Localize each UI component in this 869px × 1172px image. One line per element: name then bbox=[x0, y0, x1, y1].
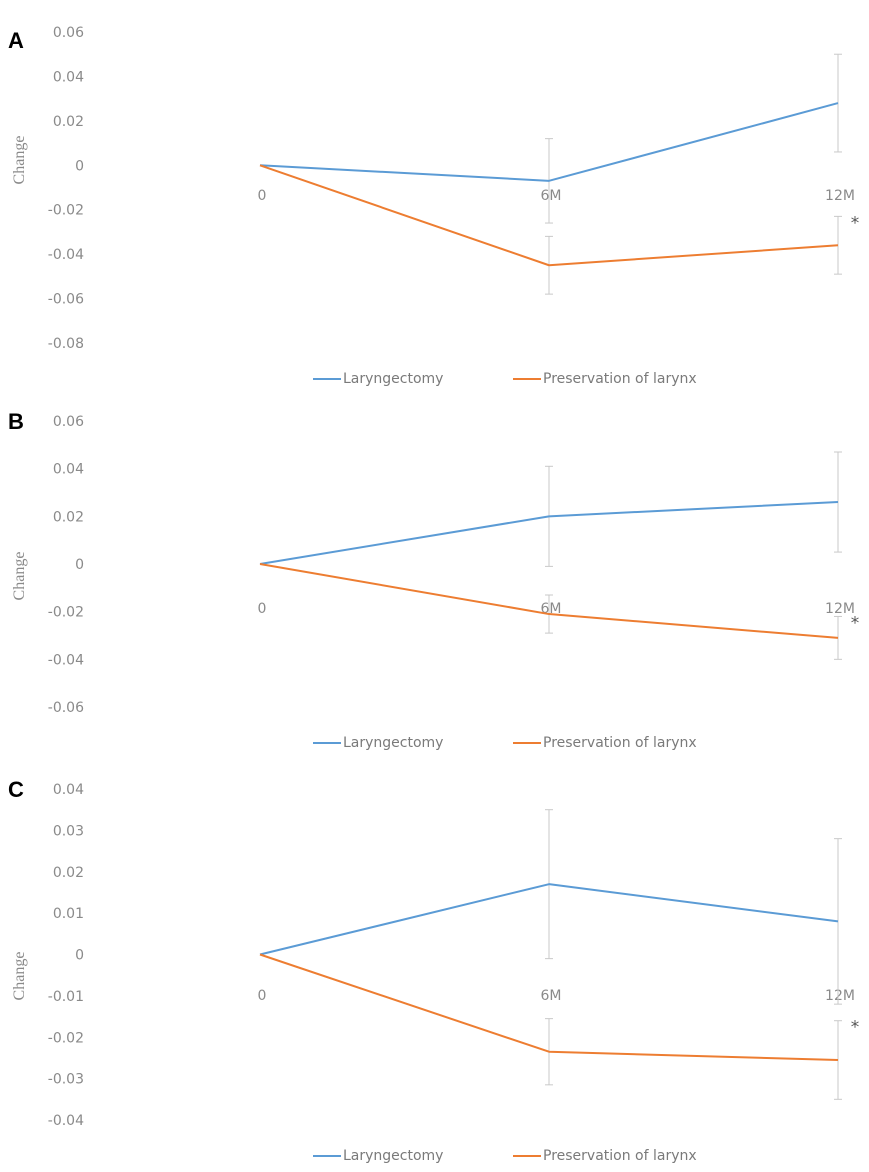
y-tick-label: -0.03 bbox=[48, 1072, 84, 1088]
y-tick-label: -0.06 bbox=[48, 292, 84, 308]
panel-c: C 0.04 0.03 0.02 0.01 0 -0.01 -0.02 -0.03 -0.04 Ch… bbox=[8, 777, 859, 1164]
significance-star: * bbox=[851, 1018, 860, 1038]
y-tick-label: 0.04 bbox=[53, 782, 84, 798]
y-tick-label: 0.03 bbox=[53, 823, 84, 839]
x-category-label: 12M bbox=[825, 988, 855, 1004]
y-tick-label: -0.02 bbox=[48, 203, 84, 219]
legend: Laryngectomy Preservation of larynx bbox=[313, 735, 697, 751]
x-category-label: 0 bbox=[258, 188, 267, 204]
y-tick-label: 0.02 bbox=[53, 114, 84, 130]
series-line-laryngectomy bbox=[259, 501, 839, 565]
legend-label: Laryngectomy bbox=[343, 735, 443, 751]
series-line-preservation-of-larynx bbox=[259, 164, 839, 267]
y-tick-label: 0.06 bbox=[53, 25, 84, 41]
y-tick-label: 0.02 bbox=[53, 509, 84, 525]
y-axis-label: Change bbox=[11, 552, 28, 601]
legend-label: Preservation of larynx bbox=[543, 371, 697, 387]
panel-letter: B bbox=[8, 409, 24, 434]
y-tick-label: 0.02 bbox=[53, 865, 84, 881]
y-tick-label: 0.04 bbox=[53, 462, 84, 478]
significance-star: * bbox=[851, 613, 860, 633]
y-tick-label: -0.04 bbox=[48, 247, 84, 263]
panel-letter: C bbox=[8, 777, 24, 802]
y-tick-label: 0.01 bbox=[53, 906, 84, 922]
y-tick-label: -0.08 bbox=[48, 336, 84, 352]
y-tick-label: -0.06 bbox=[48, 700, 84, 716]
y-axis-label: Change bbox=[11, 136, 28, 185]
panel-letter: A bbox=[8, 28, 24, 53]
panel-a: A 0.06 0.04 0.02 0 -0.02 -0.04 -0.06 -0.08 Change… bbox=[8, 25, 859, 387]
series-line-preservation-of-larynx bbox=[259, 563, 839, 639]
x-category-label: 6M bbox=[541, 988, 562, 1004]
y-tick-label: -0.01 bbox=[48, 989, 84, 1005]
y-tick-label: -0.02 bbox=[48, 605, 84, 621]
y-tick-label: 0.06 bbox=[53, 414, 84, 430]
series-line-laryngectomy bbox=[259, 883, 839, 956]
legend-label: Preservation of larynx bbox=[543, 1148, 697, 1164]
y-tick-label: 0 bbox=[75, 948, 84, 964]
x-category-label: 0 bbox=[258, 988, 267, 1004]
legend: Laryngectomy Preservation of larynx bbox=[313, 371, 697, 387]
y-tick-label: -0.04 bbox=[48, 652, 84, 668]
x-category-label: 0 bbox=[258, 601, 267, 617]
y-tick-label: -0.02 bbox=[48, 1030, 84, 1046]
y-tick-label: 0 bbox=[75, 557, 84, 573]
legend-label: Laryngectomy bbox=[343, 371, 443, 387]
legend-label: Laryngectomy bbox=[343, 1148, 443, 1164]
series-line-laryngectomy bbox=[259, 102, 839, 182]
legend: Laryngectomy Preservation of larynx bbox=[313, 1148, 697, 1164]
series-line-preservation-of-larynx bbox=[259, 953, 839, 1062]
significance-star: * bbox=[851, 213, 860, 233]
x-category-label: 6M bbox=[541, 188, 562, 204]
y-axis-label: Change bbox=[11, 952, 28, 1001]
legend-label: Preservation of larynx bbox=[543, 735, 697, 751]
x-category-label: 12M bbox=[825, 601, 855, 617]
y-tick-label: -0.04 bbox=[48, 1113, 84, 1129]
y-tick-label: 0.04 bbox=[53, 69, 84, 85]
y-tick-label: 0 bbox=[75, 158, 84, 174]
x-category-label: 12M bbox=[825, 188, 855, 204]
